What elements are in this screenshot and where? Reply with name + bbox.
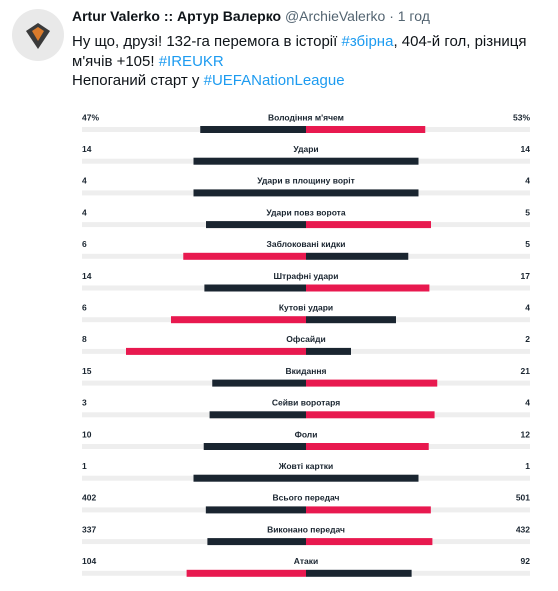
right-value: 2: [525, 334, 530, 344]
right-value: 5: [525, 239, 530, 249]
stat-label: Кутові удари: [279, 302, 333, 312]
right-bar: [306, 221, 431, 229]
left-value: 47%: [82, 112, 99, 122]
right-value: 432: [516, 524, 530, 534]
right-value: 501: [516, 493, 530, 503]
stat-label: Фоли: [295, 429, 318, 439]
right-value: 4: [525, 302, 530, 312]
text-line: Непоганий старт у #UEFANationLeague: [72, 71, 527, 91]
left-bar: [207, 538, 306, 546]
stat-label: Удари повз ворота: [266, 207, 345, 217]
text-line: Ну що, друзі! 132-га перемога в історії …: [72, 32, 527, 52]
stat-label: Офсайди: [286, 334, 325, 344]
hashtag[interactable]: #IREUKR: [158, 52, 224, 70]
left-bar: [212, 379, 306, 387]
stat-label: Сейви воротаря: [272, 398, 340, 408]
left-bar: [186, 569, 306, 577]
text-line: м'ячів +105! #IREUKR: [72, 52, 527, 72]
stat-label: Володіння м'ячем: [268, 112, 344, 122]
right-bar: [306, 506, 431, 514]
hashtag[interactable]: #UEFANationLeague: [203, 72, 345, 89]
stat-label: Жовті картки: [278, 461, 333, 471]
right-bar: [306, 538, 433, 546]
left-value: 1: [82, 461, 87, 471]
left-bar: [209, 411, 306, 419]
left-bar: [193, 189, 306, 197]
stat-label: Виконано передач: [267, 524, 345, 534]
stat-label: Вкидання: [286, 366, 327, 376]
stat-label: Удари: [293, 144, 318, 154]
separator: ·: [389, 8, 394, 24]
left-bar: [126, 347, 306, 355]
stat-label: Всього передач: [273, 493, 340, 503]
author-name[interactable]: Artur Valerko :: Артур Валерко: [72, 8, 282, 24]
left-bar: [200, 126, 306, 133]
tweet-text: Ну що, друзі! 132-га перемога в історії …: [72, 32, 527, 91]
left-value: 15: [82, 366, 92, 376]
left-bar: [171, 316, 306, 324]
left-bar: [183, 252, 306, 260]
right-value: 53%: [513, 112, 530, 122]
right-bar: [306, 411, 435, 419]
timestamp[interactable]: 1 год: [397, 8, 430, 24]
left-value: 14: [82, 271, 92, 281]
left-bar: [193, 474, 306, 482]
right-bar: [306, 316, 396, 324]
right-bar: [306, 189, 419, 197]
left-bar: [206, 221, 306, 229]
author-handle[interactable]: @ArchieValerko: [284, 8, 386, 24]
right-bar: [306, 569, 412, 577]
hashtag[interactable]: #збірна: [341, 33, 394, 50]
stat-label: Штрафні удари: [274, 271, 339, 281]
left-value: 3: [82, 398, 87, 408]
left-value: 104: [82, 556, 96, 566]
avatar[interactable]: [12, 9, 64, 61]
left-value: 4: [82, 176, 87, 186]
right-value: 4: [525, 176, 530, 186]
left-bar: [205, 506, 306, 514]
left-value: 337: [82, 524, 96, 534]
right-value: 17: [521, 271, 531, 281]
right-value: 21: [521, 366, 531, 376]
right-bar: [306, 379, 438, 387]
left-value: 14: [82, 144, 92, 154]
left-value: 6: [82, 239, 87, 249]
left-value: 6: [82, 302, 87, 312]
right-value: 4: [525, 398, 530, 408]
left-value: 402: [82, 493, 96, 503]
tweet-header: Artur Valerko :: Артур Валерко @ArchieVa…: [72, 8, 430, 24]
right-value: 92: [521, 556, 531, 566]
right-bar: [306, 284, 430, 292]
right-bar: [306, 474, 419, 482]
text-segment: Ну що, друзі! 132-га перемога в історії: [72, 33, 342, 50]
right-value: 12: [521, 429, 531, 439]
right-value: 1: [525, 461, 530, 471]
text-segment: , 404-й гол, різниця: [393, 33, 527, 50]
left-value: 10: [82, 429, 92, 439]
text-segment: м'ячів +105!: [72, 52, 159, 70]
right-bar: [306, 347, 351, 355]
left-bar: [204, 284, 306, 292]
left-value: 8: [82, 334, 87, 344]
right-bar: [306, 252, 409, 260]
right-value: 14: [521, 144, 531, 154]
left-bar: [203, 443, 306, 450]
right-bar: [306, 443, 429, 450]
stat-label: Атаки: [294, 556, 318, 566]
right-bar: [306, 157, 419, 165]
left-value: 4: [82, 207, 87, 217]
text-segment: Непоганий старт у: [72, 72, 204, 89]
stat-label: Удари в площину воріт: [257, 176, 355, 186]
stat-label: Заблоковані кидки: [267, 239, 346, 249]
right-value: 5: [525, 207, 530, 217]
right-bar: [306, 126, 426, 133]
left-bar: [193, 157, 306, 165]
